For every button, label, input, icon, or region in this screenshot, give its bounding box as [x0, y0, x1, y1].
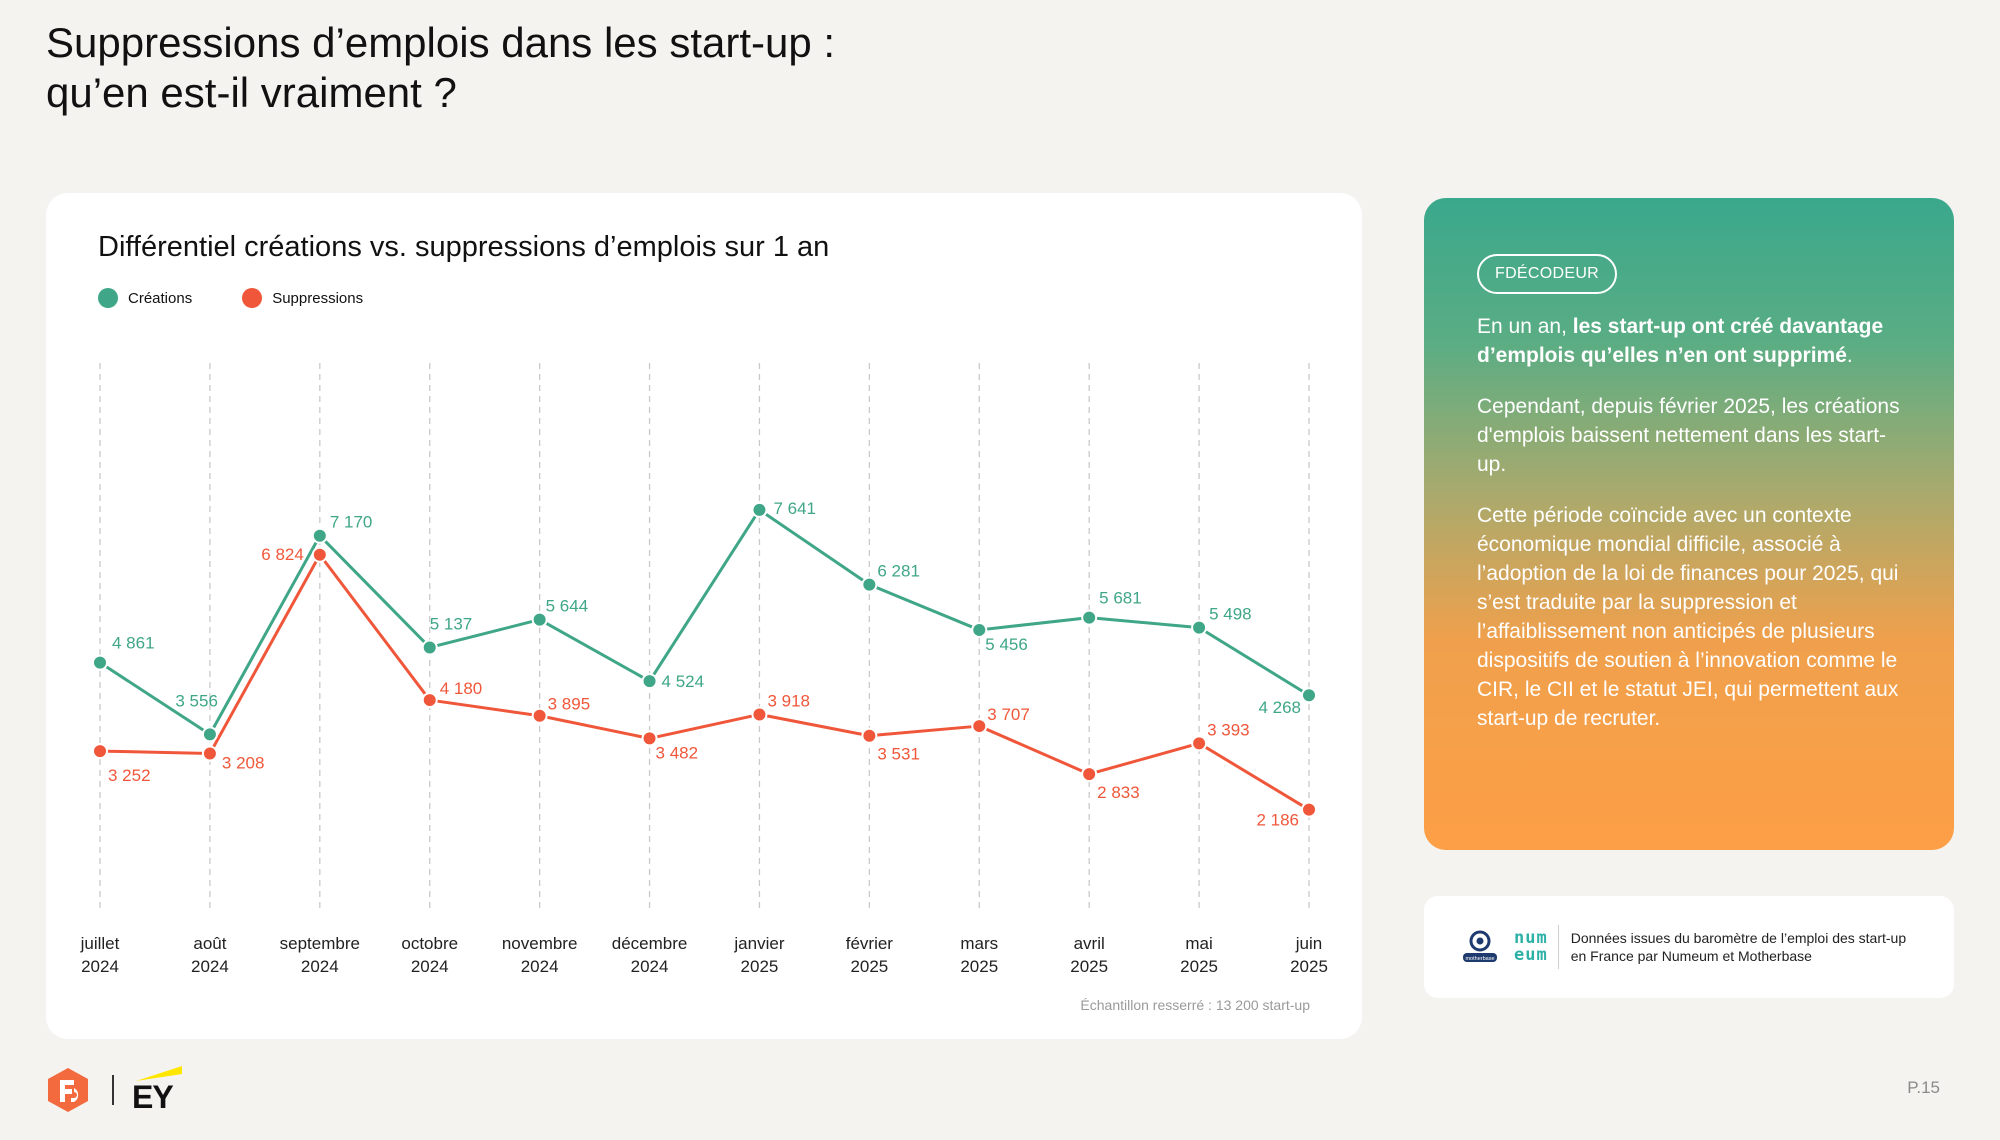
data-point-suppressions: [971, 718, 988, 735]
x-tick-label: janvier 2025: [733, 934, 784, 976]
data-point-creations: [1081, 609, 1098, 626]
data-point-suppressions: [751, 706, 768, 723]
data-point-suppressions: [861, 727, 878, 744]
decoder-paragraph-3: Cette période coïncide avec un contexte …: [1477, 504, 1899, 730]
source-card: motherbase num eum Données issues du bar…: [1424, 896, 1954, 998]
decoder-p1-lead: En un an,: [1477, 315, 1573, 338]
motherbase-logo-icon: motherbase: [1463, 930, 1497, 962]
line-chart: juillet 2024 août 2024 septembre 2024 octobre 2…: [80, 363, 1328, 976]
data-point-creations: [311, 527, 328, 544]
data-point-creations: [201, 726, 218, 743]
data-point-suppressions: [92, 743, 108, 760]
x-tick-label: septembre 2024: [280, 934, 360, 976]
data-point-suppressions: [1191, 735, 1208, 752]
source-divider: [1557, 925, 1559, 969]
numeum-logo-line-2: eum: [1514, 945, 1548, 965]
data-label-suppressions: 4 180: [440, 679, 483, 698]
data-label-suppressions: 3 482: [656, 743, 699, 762]
x-tick-label: avril 2025: [1070, 934, 1108, 976]
data-label-suppressions: 3 208: [222, 753, 265, 772]
data-label-creations: 6 281: [877, 562, 920, 581]
x-tick-label: août 2024: [191, 934, 229, 976]
legend-label-suppressions: Suppressions: [272, 289, 364, 307]
data-label-suppressions: 3 707: [987, 705, 1030, 724]
data-point-suppressions: [311, 546, 328, 563]
ey-beam-icon: [136, 1066, 182, 1081]
data-point-creations: [1301, 687, 1317, 704]
numeum-logo: num eum: [1514, 930, 1548, 964]
x-tick-label: mars 2025: [960, 934, 998, 976]
data-point-suppressions: [531, 707, 548, 724]
fd-logo-icon: [48, 1068, 88, 1112]
legend-label-creations: Créations: [128, 289, 193, 307]
data-point-creations: [1191, 619, 1208, 636]
footer-logos: EY: [44, 1064, 186, 1116]
data-label-suppressions: 6 824: [261, 545, 304, 564]
data-label-creations: 5 681: [1099, 589, 1142, 608]
data-label-suppressions: 3 895: [548, 695, 591, 714]
data-label-creations: 7 170: [330, 513, 373, 532]
x-tick-label: novembre 2024: [502, 934, 578, 976]
ey-logo-text: EY: [132, 1079, 174, 1115]
data-point-creations: [531, 611, 548, 628]
x-tick-label: juillet 2024: [80, 934, 120, 976]
data-point-suppressions: [421, 692, 438, 709]
chart-card: juillet 2024 août 2024 septembre 2024 octobre 2…: [46, 193, 1362, 1039]
data-label-suppressions: 3 252: [108, 766, 151, 785]
data-label-creations: 4 268: [1258, 698, 1301, 717]
series-line-creations: [99, 508, 1310, 736]
decoder-card: FDÉCODEUR En un an, les start-up ont cré…: [1424, 198, 1954, 850]
x-tick-label: décembre 2024: [612, 934, 688, 976]
data-label-creations: 4 524: [662, 672, 705, 691]
decoder-paragraph-1: En un an, les start-up ont créé davantag…: [1477, 312, 1900, 370]
decoder-badge: FDÉCODEUR: [1477, 254, 1618, 294]
x-tick-label: octobre 2024: [401, 934, 458, 976]
data-point-suppressions: [1301, 801, 1317, 818]
decoder-p1-bold: les start-up ont créé davantage d’emploi…: [1477, 315, 1884, 367]
legend-item-suppressions: Suppressions: [242, 288, 363, 308]
data-label-creations: 4 861: [112, 634, 155, 653]
footer-divider: [112, 1075, 114, 1105]
series-line-suppressions: [99, 553, 1310, 811]
page-title: Suppressions d’emplois dans les start-up…: [46, 18, 946, 118]
data-label-suppressions: 3 393: [1207, 720, 1250, 739]
decoder-p1-end: .: [1846, 344, 1853, 367]
source-text: Données issues du baromètre de l’emploi …: [1570, 930, 1907, 964]
page-title-line-2: qu’en est-il vraiment ?: [46, 69, 457, 116]
data-point-creations: [971, 621, 988, 638]
data-point-creations: [641, 673, 658, 690]
sample-note: Échantillon resserré : 13 200 start-up: [1080, 997, 1310, 1013]
data-point-creations: [861, 576, 878, 593]
data-label-suppressions: 2 186: [1256, 811, 1299, 830]
data-label-creations: 5 456: [985, 635, 1028, 654]
x-tick-label: mai 2025: [1180, 934, 1218, 976]
page-number: P.15: [1907, 1078, 1940, 1097]
data-point-suppressions: [201, 745, 218, 762]
data-point-suppressions: [1081, 766, 1098, 783]
data-point-suppressions: [641, 730, 658, 747]
chart-title: Différentiel créations vs. suppressions …: [98, 231, 830, 263]
data-point-creations: [92, 654, 108, 671]
x-tick-label: juin 2025: [1290, 934, 1328, 976]
legend-item-creations: Créations: [98, 288, 192, 308]
data-label-creations: 5 498: [1209, 605, 1252, 624]
chart-legend: Créations Suppressions: [98, 288, 363, 308]
data-point-creations: [751, 501, 768, 518]
x-tick-label: février 2025: [846, 934, 894, 976]
data-label-creations: 7 641: [773, 499, 816, 518]
legend-dot-creations: [98, 288, 118, 308]
legend-dot-suppressions: [242, 288, 263, 308]
data-label-creations: 5 644: [546, 597, 589, 616]
data-label-suppressions: 3 918: [767, 691, 810, 710]
data-label-creations: 5 137: [430, 614, 473, 633]
data-label-suppressions: 2 833: [1097, 783, 1140, 802]
decoder-paragraph-2: Cependant, depuis février 2025, les créa…: [1477, 395, 1900, 476]
page-title-line-1: Suppressions d’emplois dans les start-up…: [46, 19, 836, 66]
ey-logo: EY: [132, 1064, 186, 1116]
data-label-creations: 3 556: [175, 691, 218, 710]
data-point-creations: [421, 639, 438, 656]
data-label-suppressions: 3 531: [877, 745, 920, 764]
numeum-logo-line-1: num: [1514, 928, 1548, 948]
motherbase-logo-text: motherbase: [1465, 956, 1494, 962]
